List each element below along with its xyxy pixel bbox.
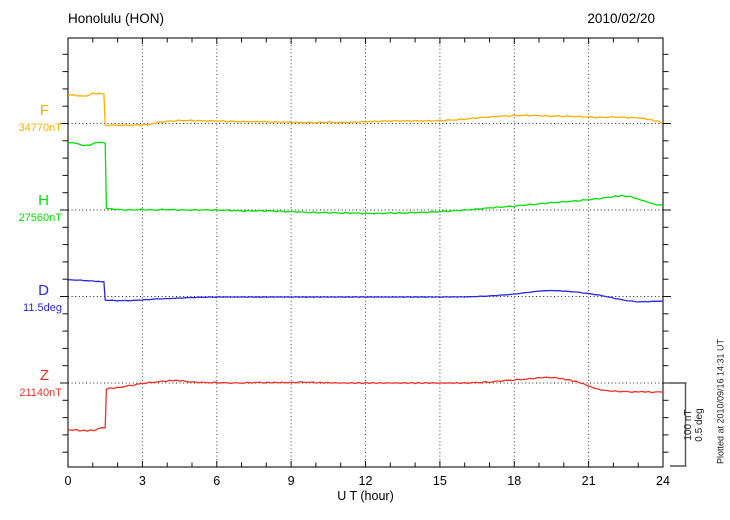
x-tick-label: 0 <box>64 474 72 488</box>
plot-date: 2010/02/20 <box>587 11 655 26</box>
x-axis-title: U T (hour) <box>337 489 394 503</box>
x-tick-label: 15 <box>432 474 447 488</box>
series-letter-z: Z <box>39 367 49 384</box>
series-label-f: F 34770nT <box>2 102 62 135</box>
x-tick-label: 9 <box>287 474 295 488</box>
series-ref-value-z: 21140nT <box>19 387 62 399</box>
scale-bar-label-nt: 100 nT <box>683 409 694 441</box>
series-ref-value-f: 34770nT <box>18 122 62 134</box>
x-tick-label: 6 <box>213 474 221 488</box>
series-label-z: Z 21140nT <box>2 367 62 400</box>
series-label-d: D 11.5deg <box>2 282 62 315</box>
scale-bar-label-deg: 0.5 deg <box>694 408 705 442</box>
series-ref-value-h: 27560nT <box>18 212 62 224</box>
series-letter-h: H <box>38 192 49 209</box>
observatory-title: Honolulu (HON) <box>68 11 165 26</box>
scale-bar-label: 100 nT 0.5 deg <box>683 380 707 470</box>
x-tick-label: 12 <box>358 474 373 488</box>
x-tick-label: 24 <box>656 474 670 488</box>
series-label-h: H 27560nT <box>2 192 62 225</box>
series-ref-value-d: 11.5deg <box>23 302 62 314</box>
series-letter-f: F <box>39 102 49 119</box>
series-letter-d: D <box>38 282 49 299</box>
x-tick-label: 21 <box>581 474 596 488</box>
x-tick-label: 3 <box>138 474 146 488</box>
plot-timestamp: Plotted at 2010/09/16 14:31 UT <box>715 338 726 465</box>
x-tick-label: 18 <box>507 474 522 488</box>
